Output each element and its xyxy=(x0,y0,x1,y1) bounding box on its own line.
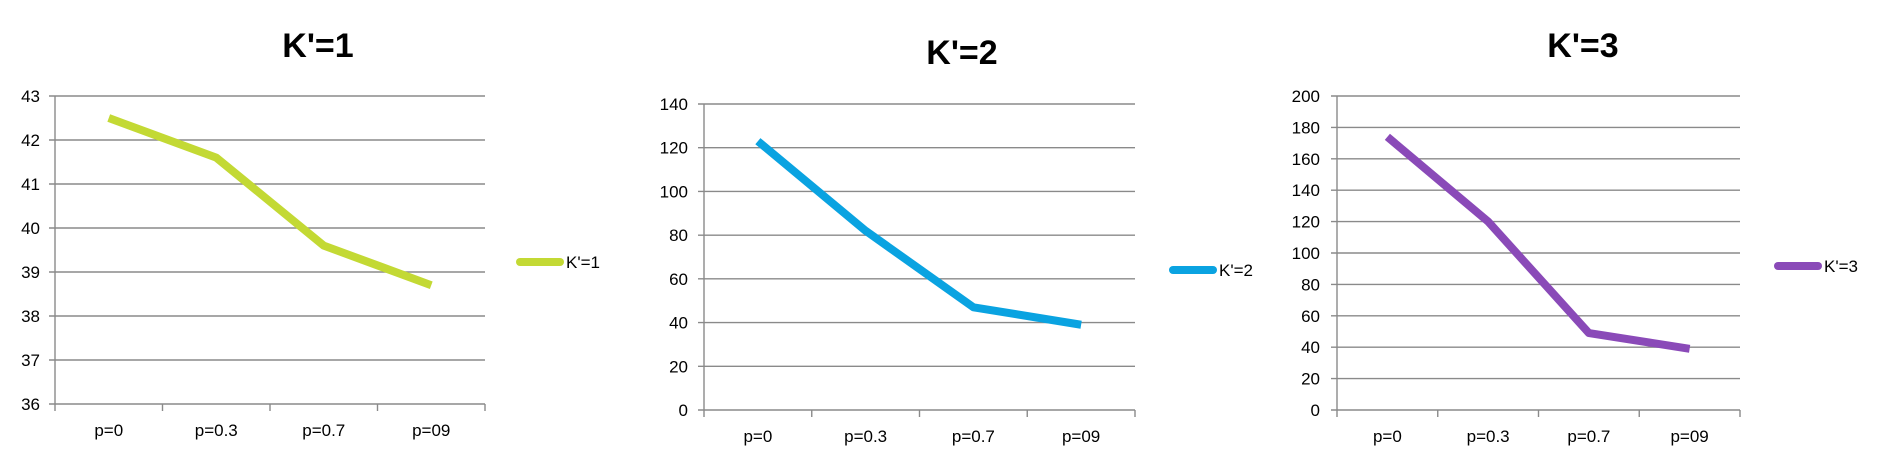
y-tick-label: 80 xyxy=(1301,275,1320,294)
y-tick-label: 40 xyxy=(1301,338,1320,357)
chart-3: K'=3 0 20 40 60 80 100 120 140 160 180 200 p=0 p=0.3 p… xyxy=(1292,27,1858,446)
y-tick-label: 40 xyxy=(669,314,688,333)
chart-title: K'=3 xyxy=(1547,27,1618,65)
y-tick-label: 20 xyxy=(1301,370,1320,389)
series-line xyxy=(1384,133,1691,353)
y-tick-label: 36 xyxy=(21,395,40,414)
y-tick-label: 60 xyxy=(1301,307,1320,326)
series-line xyxy=(755,138,1082,329)
y-tick-label: 40 xyxy=(21,219,40,238)
y-tick-label: 38 xyxy=(21,307,40,326)
y-tick-label: 39 xyxy=(21,263,40,282)
x-tick-label: p=0.7 xyxy=(302,421,345,440)
y-tick-label: 0 xyxy=(1311,401,1320,420)
y-tick-label: 80 xyxy=(669,226,688,245)
x-tick-label: p=0.3 xyxy=(195,421,238,440)
chart-title: K'=1 xyxy=(282,27,353,65)
y-tick-label: 140 xyxy=(1292,181,1320,200)
chart-title: K'=2 xyxy=(926,34,997,72)
y-tick-label: 100 xyxy=(1292,244,1320,263)
y-tick-label: 41 xyxy=(21,175,40,194)
y-tick-label: 140 xyxy=(660,95,688,114)
y-tick-label: 120 xyxy=(660,139,688,158)
y-tick-label: 42 xyxy=(21,131,40,150)
x-tick-label: p=0 xyxy=(743,427,772,446)
x-tick-label: p=0 xyxy=(94,421,123,440)
y-tick-label: 160 xyxy=(1292,150,1320,169)
y-tick-label: 60 xyxy=(669,270,688,289)
x-tick-label: p=0.7 xyxy=(952,427,995,446)
chart-2: K'=2 0 20 40 60 80 100 120 140 p=0 p=0.3 p=0.7 p=09 K… xyxy=(660,34,1253,446)
y-tick-label: 0 xyxy=(679,401,688,420)
legend-label: K'=2 xyxy=(1219,261,1253,280)
x-tick-label: p=09 xyxy=(412,421,450,440)
y-tick-label: 180 xyxy=(1292,118,1320,137)
x-tick-label: p=0.7 xyxy=(1567,427,1610,446)
x-tick-label: p=0.3 xyxy=(844,427,887,446)
y-tick-label: 43 xyxy=(21,87,40,106)
legend-label: K'=1 xyxy=(566,253,600,272)
y-tick-label: 100 xyxy=(660,182,688,201)
x-tick-label: p=0 xyxy=(1373,427,1402,446)
y-tick-label: 200 xyxy=(1292,87,1320,106)
x-tick-label: p=09 xyxy=(1670,427,1708,446)
y-tick-label: 37 xyxy=(21,351,40,370)
series-line xyxy=(107,114,433,289)
legend-label: K'=3 xyxy=(1824,257,1858,276)
y-tick-label: 20 xyxy=(669,357,688,376)
x-tick-label: p=09 xyxy=(1062,427,1100,446)
chart-1: K'=1 36 37 38 39 40 41 42 43 p=0 p=0.3 p=0.7 p=09 K'=… xyxy=(21,27,600,440)
x-tick-label: p=0.3 xyxy=(1467,427,1510,446)
y-tick-label: 120 xyxy=(1292,213,1320,232)
